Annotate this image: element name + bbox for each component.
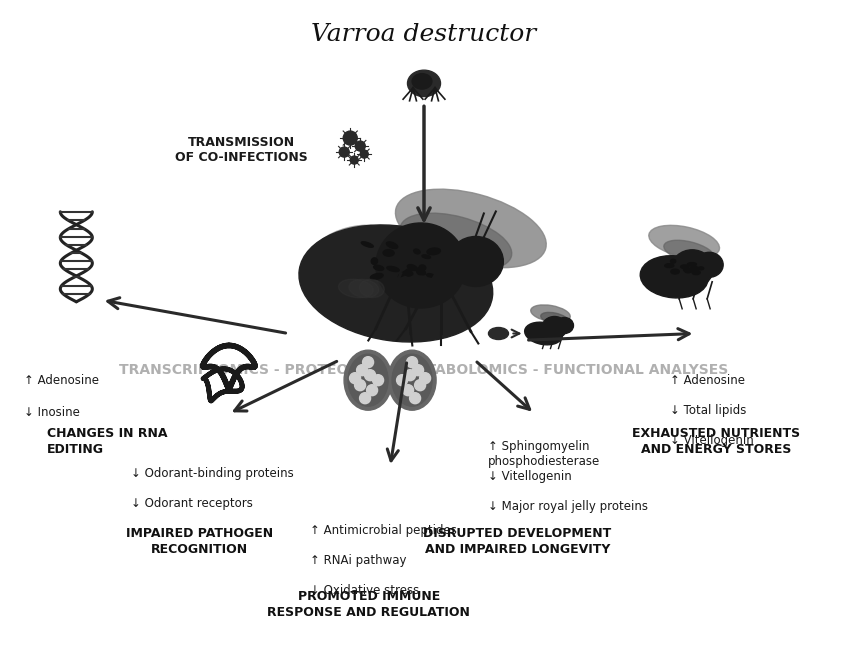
Ellipse shape <box>542 317 567 338</box>
Ellipse shape <box>555 317 573 334</box>
Ellipse shape <box>683 267 689 271</box>
Ellipse shape <box>349 279 379 297</box>
Ellipse shape <box>649 225 719 258</box>
Ellipse shape <box>392 354 432 406</box>
Ellipse shape <box>376 223 466 308</box>
Circle shape <box>372 375 383 386</box>
Ellipse shape <box>416 268 426 275</box>
Ellipse shape <box>387 266 399 271</box>
Ellipse shape <box>407 265 417 271</box>
Text: ↓ Inosine: ↓ Inosine <box>24 406 80 418</box>
Ellipse shape <box>388 350 436 410</box>
Ellipse shape <box>371 258 377 264</box>
Ellipse shape <box>695 252 723 277</box>
Ellipse shape <box>299 225 493 342</box>
Ellipse shape <box>427 248 440 255</box>
Ellipse shape <box>360 279 384 297</box>
Circle shape <box>397 375 408 386</box>
Ellipse shape <box>405 269 411 276</box>
Ellipse shape <box>344 350 392 410</box>
Circle shape <box>356 365 367 376</box>
Circle shape <box>350 156 358 164</box>
Ellipse shape <box>387 242 398 249</box>
Text: ↓ Vitellogenin: ↓ Vitellogenin <box>488 470 572 483</box>
Ellipse shape <box>408 70 440 97</box>
Ellipse shape <box>671 269 679 274</box>
Ellipse shape <box>698 267 704 269</box>
Ellipse shape <box>541 312 568 325</box>
Ellipse shape <box>488 327 509 340</box>
Ellipse shape <box>414 249 420 254</box>
Circle shape <box>413 365 424 376</box>
Ellipse shape <box>665 263 674 267</box>
Ellipse shape <box>400 213 511 270</box>
Circle shape <box>339 147 349 157</box>
Ellipse shape <box>417 268 423 275</box>
Text: ↑ Adenosine: ↑ Adenosine <box>670 374 745 386</box>
Ellipse shape <box>399 270 410 277</box>
Text: ↑ Adenosine: ↑ Adenosine <box>24 374 98 386</box>
Ellipse shape <box>692 270 700 275</box>
Ellipse shape <box>681 265 689 269</box>
Circle shape <box>360 393 371 404</box>
Ellipse shape <box>412 73 432 89</box>
Text: ↓ Vitellogenin: ↓ Vitellogenin <box>670 434 754 446</box>
Text: ↑ Antimicrobial peptides: ↑ Antimicrobial peptides <box>310 524 456 536</box>
Ellipse shape <box>338 279 373 297</box>
Text: DISRUPTED DEVELOPMENT
AND IMPAIRED LONGEVITY: DISRUPTED DEVELOPMENT AND IMPAIRED LONGE… <box>423 527 611 556</box>
Text: ↓ Total lipids: ↓ Total lipids <box>670 404 746 416</box>
Ellipse shape <box>361 241 373 247</box>
Text: ↓ Major royal jelly proteins: ↓ Major royal jelly proteins <box>488 500 648 513</box>
Ellipse shape <box>383 249 394 256</box>
Text: Varroa destructor: Varroa destructor <box>311 23 537 46</box>
Circle shape <box>404 370 416 381</box>
Ellipse shape <box>419 265 426 271</box>
Ellipse shape <box>371 273 383 279</box>
Circle shape <box>343 131 357 145</box>
Ellipse shape <box>315 225 388 261</box>
Text: TRANSCRIPTOMICS - PROTEOMICS - METABOLOMICS - FUNCTIONAL ANALYSES: TRANSCRIPTOMICS - PROTEOMICS - METABOLOM… <box>120 364 728 377</box>
Circle shape <box>365 370 376 381</box>
Ellipse shape <box>689 267 700 271</box>
Ellipse shape <box>449 237 504 286</box>
Circle shape <box>403 385 414 396</box>
Text: ↑ RNAi pathway: ↑ RNAi pathway <box>310 554 406 566</box>
Ellipse shape <box>671 259 676 263</box>
Circle shape <box>363 357 374 368</box>
Circle shape <box>349 373 360 384</box>
Text: ↓ Oxidative stress: ↓ Oxidative stress <box>310 584 419 596</box>
Circle shape <box>354 380 365 391</box>
Circle shape <box>366 385 377 396</box>
Text: CHANGES IN RNA
EDITING: CHANGES IN RNA EDITING <box>47 427 167 456</box>
Circle shape <box>360 150 368 158</box>
Text: EXHAUSTED NUTRIENTS
AND ENERGY STORES: EXHAUSTED NUTRIENTS AND ENERGY STORES <box>633 427 801 456</box>
Ellipse shape <box>640 255 708 298</box>
Circle shape <box>355 141 365 151</box>
Ellipse shape <box>348 354 388 406</box>
Ellipse shape <box>395 189 546 267</box>
Circle shape <box>410 393 421 404</box>
Ellipse shape <box>684 269 692 273</box>
Text: ↑ Sphingomyelin
phosphodiesterase: ↑ Sphingomyelin phosphodiesterase <box>488 440 600 468</box>
Circle shape <box>415 380 426 391</box>
Text: ↓ Odorant receptors: ↓ Odorant receptors <box>131 497 254 510</box>
Circle shape <box>406 357 417 368</box>
Ellipse shape <box>688 263 696 266</box>
Ellipse shape <box>671 250 713 287</box>
Text: PROMOTED IMMUNE
RESPONSE AND REGULATION: PROMOTED IMMUNE RESPONSE AND REGULATION <box>267 590 471 619</box>
Text: ↓ Odorant-binding proteins: ↓ Odorant-binding proteins <box>131 467 294 480</box>
Ellipse shape <box>427 273 434 277</box>
Ellipse shape <box>531 305 570 322</box>
Ellipse shape <box>422 255 431 259</box>
Ellipse shape <box>664 240 715 263</box>
Text: TRANSMISSION
OF CO-INFECTIONS: TRANSMISSION OF CO-INFECTIONS <box>176 136 308 164</box>
Ellipse shape <box>374 265 383 270</box>
Text: IMPAIRED PATHOGEN
RECOGNITION: IMPAIRED PATHOGEN RECOGNITION <box>126 527 273 556</box>
Circle shape <box>420 373 431 384</box>
Ellipse shape <box>525 322 562 345</box>
Ellipse shape <box>404 271 413 276</box>
